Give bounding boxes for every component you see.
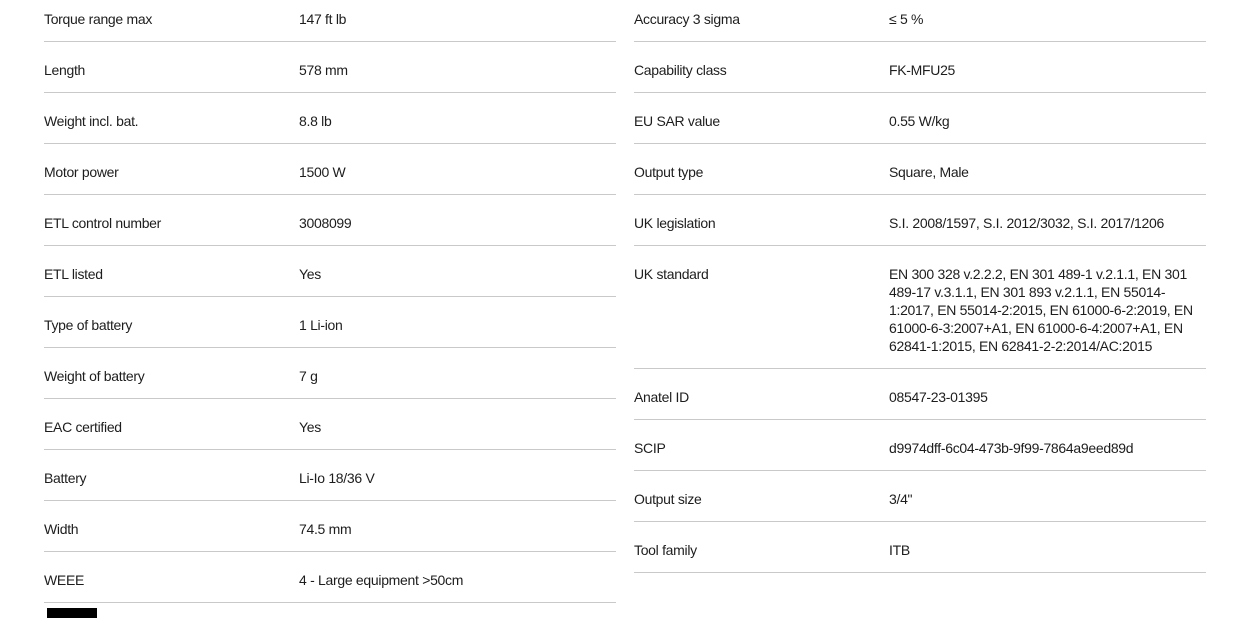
spec-value: EN 300 328 v.2.2.2, EN 301 489-1 v.2.1.1… <box>889 266 1193 354</box>
spec-label: Output type <box>634 164 704 180</box>
spec-label: SCIP <box>634 440 666 456</box>
spec-value: 4 - Large equipment >50cm <box>299 572 464 588</box>
table-row: Type of battery 1 Li-ion <box>44 297 616 348</box>
spec-value: FK-MFU25 <box>889 62 956 78</box>
spec-value: 7 g <box>299 368 318 384</box>
spec-value: Yes <box>299 266 321 282</box>
spec-value: 147 ft lb <box>299 11 347 27</box>
table-row: Anatel ID 08547-23-01395 <box>634 369 1206 420</box>
spec-label: EU SAR value <box>634 113 720 129</box>
spec-label: Torque range max <box>44 11 153 27</box>
table-row: Output type Square, Male <box>634 144 1206 195</box>
spec-value: S.I. 2008/1597, S.I. 2012/3032, S.I. 201… <box>889 215 1164 231</box>
table-row: Accuracy 3 sigma ≤ 5 % <box>634 0 1206 42</box>
spec-label: UK standard <box>634 266 709 282</box>
table-row: EU SAR value 0.55 W/kg <box>634 93 1206 144</box>
spec-table-left: Torque range max 147 ft lb Length 578 mm Wei… <box>44 0 616 603</box>
spec-value: 3008099 <box>299 215 352 231</box>
table-row: Motor power 1500 W <box>44 144 616 195</box>
spec-value: ITB <box>889 542 910 558</box>
spec-value: 1500 W <box>299 164 346 180</box>
spec-label: Weight of battery <box>44 368 145 384</box>
spec-value: 08547-23-01395 <box>889 389 988 405</box>
table-row: Battery Li-Io 18/36 V <box>44 450 616 501</box>
table-row: Output size 3/4" <box>634 471 1206 522</box>
table-row: WEEE 4 - Large equipment >50cm <box>44 552 616 603</box>
spec-value: Li-Io 18/36 V <box>299 470 375 486</box>
spec-label: Accuracy 3 sigma <box>634 11 740 27</box>
spec-label: Capability class <box>634 62 727 78</box>
table-row: Tool family ITB <box>634 522 1206 573</box>
spec-table-right: Accuracy 3 sigma ≤ 5 % Capability class FK-… <box>634 0 1206 603</box>
spec-label: Output size <box>634 491 702 507</box>
spec-value: d9974dff-6c04-473b-9f99-7864a9eed89d <box>889 440 1134 456</box>
table-row: UK legislation S.I. 2008/1597, S.I. 2012/… <box>634 195 1206 246</box>
spec-label: Tool family <box>634 542 697 558</box>
spec-value: 0.55 W/kg <box>889 113 950 129</box>
spec-value: 1 Li-ion <box>299 317 343 333</box>
spec-value: 74.5 mm <box>299 521 352 537</box>
spec-label: UK legislation <box>634 215 716 231</box>
table-row: SCIP d9974dff-6c04-473b-9f99-7864a9eed89d <box>634 420 1206 471</box>
spec-value: 8.8 lb <box>299 113 332 129</box>
spec-label: Length <box>44 62 86 78</box>
spec-value: ≤ 5 % <box>889 11 924 27</box>
spec-label: EAC certified <box>44 419 122 435</box>
table-row: UK standard EN 300 328 v.2.2.2, EN 301 48… <box>634 246 1206 369</box>
spec-value: Square, Male <box>889 164 969 180</box>
spec-label: Battery <box>44 470 87 486</box>
spec-label: Anatel ID <box>634 389 689 405</box>
table-row: ETL listed Yes <box>44 246 616 297</box>
table-row: ETL control number 3008099 <box>44 195 616 246</box>
spec-tables: Torque range max 147 ft lb Length 578 mm Wei… <box>44 0 1206 603</box>
table-row: EAC certified Yes <box>44 399 616 450</box>
spec-label: Weight incl. bat. <box>44 113 139 129</box>
spec-value: Yes <box>299 419 321 435</box>
spec-value: 578 mm <box>299 62 348 78</box>
table-row: Weight incl. bat. 8.8 lb <box>44 93 616 144</box>
spec-label: ETL listed <box>44 266 103 282</box>
spec-label: Motor power <box>44 164 119 180</box>
spec-label: ETL control number <box>44 215 162 231</box>
table-row: Capability class FK-MFU25 <box>634 42 1206 93</box>
bottom-cutoff-bar <box>47 608 97 618</box>
table-row: Width 74.5 mm <box>44 501 616 552</box>
spec-label: Width <box>44 521 79 537</box>
spec-value: 3/4" <box>889 491 913 507</box>
table-row: Length 578 mm <box>44 42 616 93</box>
spec-label: Type of battery <box>44 317 133 333</box>
table-row: Torque range max 147 ft lb <box>44 0 616 42</box>
table-row: Weight of battery 7 g <box>44 348 616 399</box>
spec-label: WEEE <box>44 572 85 588</box>
